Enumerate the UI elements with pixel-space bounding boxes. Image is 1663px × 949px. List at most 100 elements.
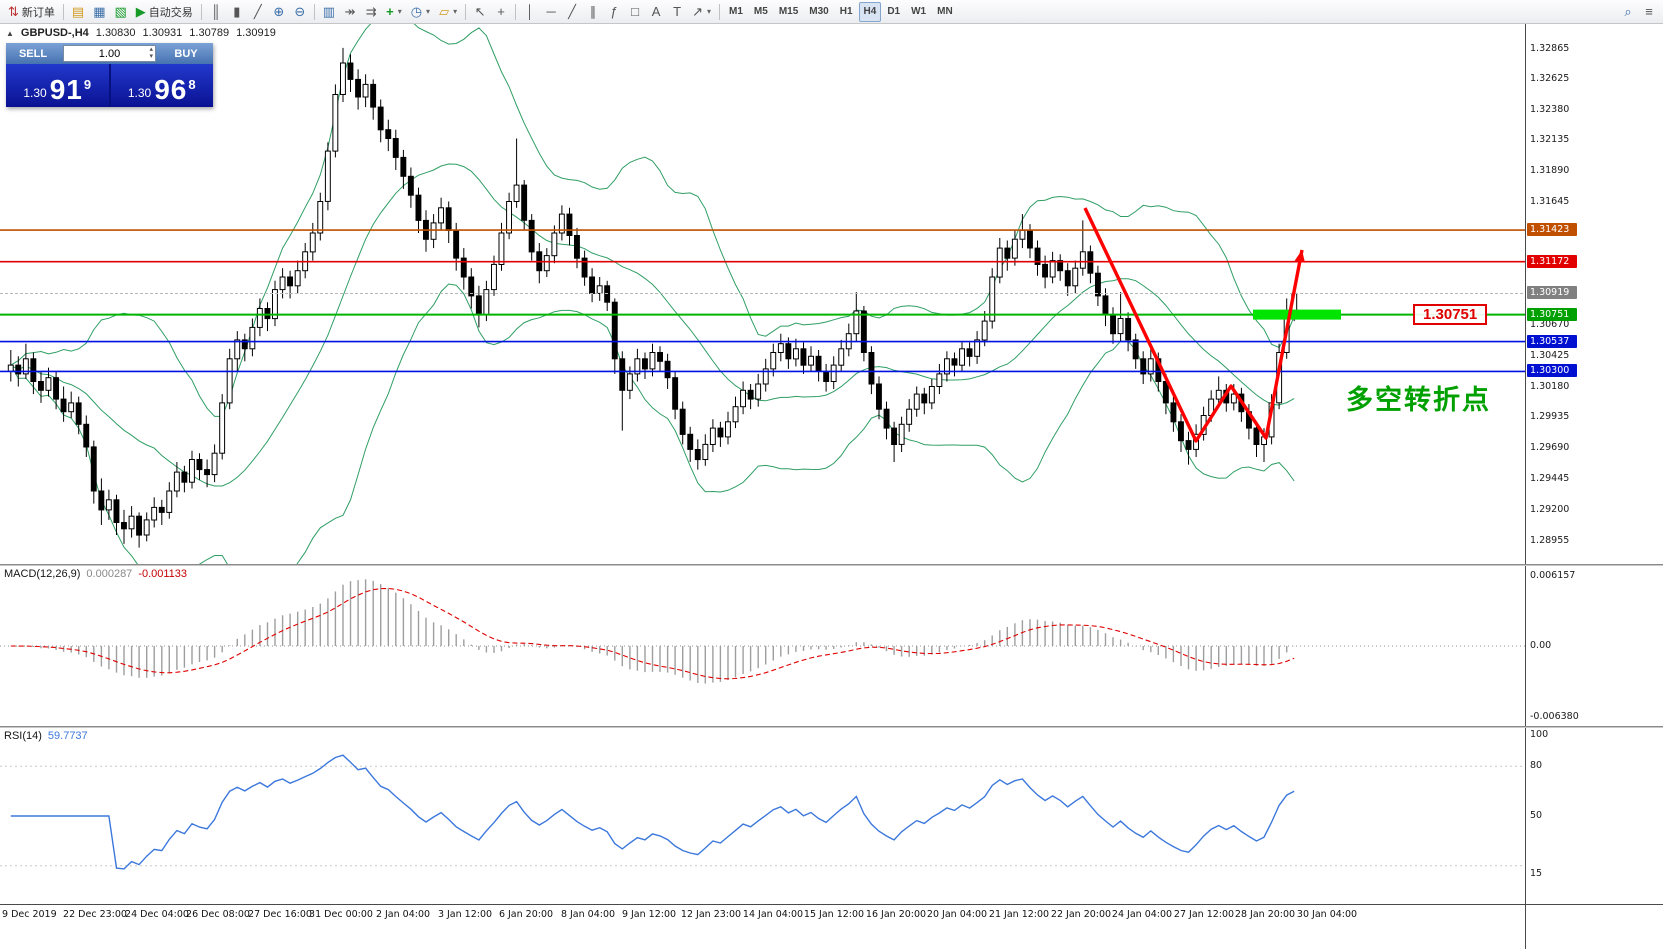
time-label: 16 Jan 20:00: [865, 909, 927, 920]
timeframe-d1-button[interactable]: D1: [887, 6, 901, 17]
macd-tick: -0.006380: [1530, 711, 1579, 722]
autotrading-button[interactable]: ▶ 自动交易: [132, 2, 197, 22]
vertical-line-button[interactable]: │: [520, 2, 540, 22]
price-tick: 1.30670: [1530, 319, 1570, 330]
templates-button[interactable]: ▱ ▾: [435, 2, 461, 22]
panel-splitter[interactable]: [0, 564, 1663, 566]
price-tick: 1.30425: [1530, 350, 1570, 361]
red-zigzag-arrow: [1083, 207, 1304, 443]
auto-scroll-button[interactable]: ↠: [340, 2, 360, 22]
time-label: 15 Jan 12:00: [803, 909, 865, 920]
rsi-axis[interactable]: 100 80 50 15: [1525, 728, 1663, 904]
price-level-badge: 1.30919: [1527, 286, 1577, 299]
menu-icon: ≡: [1645, 4, 1653, 19]
volume-field[interactable]: 1.00 ▴ ▾: [63, 45, 156, 62]
main-price-axis[interactable]: 1.32865 1.32625 1.32380 1.32135 1.31890 1.316…: [1525, 24, 1663, 564]
market-watch-icon: ▤: [71, 4, 85, 19]
horizontal-line-icon: ─: [546, 4, 556, 19]
spinner-up-icon[interactable]: ▴: [149, 46, 153, 53]
price-tick: 1.32380: [1530, 104, 1570, 115]
timeframe-h1-button[interactable]: H1: [839, 6, 853, 17]
trendline-icon: ╱: [568, 4, 576, 19]
sell-price-button[interactable]: 1.30 91 9: [6, 64, 109, 107]
time-label: 22 Dec 23:00: [63, 909, 127, 920]
low-value: 1.30789: [189, 27, 230, 39]
horizontal-line-button[interactable]: ─: [541, 2, 561, 22]
timeframe-m30-button[interactable]: M30: [809, 6, 829, 17]
time-label: 6 Jan 20:00: [498, 909, 554, 920]
macd-tick: 0.006157: [1530, 570, 1576, 581]
menu-button[interactable]: ≡: [1639, 2, 1659, 22]
symbol-period-label: GBPUSD-,H4: [20, 27, 89, 39]
indicators-plus-icon: +: [386, 4, 394, 19]
green-zone-rect: [1253, 309, 1341, 320]
line-chart-icon: ╱: [253, 4, 262, 19]
timeframe-m15-button[interactable]: M15: [778, 6, 799, 17]
rsi-plot: RSI(14) 59.7737: [0, 728, 1525, 904]
sell-button[interactable]: SELL: [18, 47, 48, 60]
panel-splitter[interactable]: [0, 726, 1663, 728]
close-value: 1.30919: [236, 27, 276, 39]
rsi-chart-svg[interactable]: [0, 728, 1525, 904]
macd-panel: MACD(12,26,9) 0.000287 -0.001133 0.00615…: [0, 566, 1663, 726]
macd-chart-svg[interactable]: [0, 566, 1525, 726]
buy-button[interactable]: BUY: [174, 47, 198, 60]
periods-button[interactable]: ◷ ▾: [407, 2, 434, 22]
timeframe-m1-button[interactable]: M1: [729, 6, 743, 17]
spinner-down-icon[interactable]: ▾: [149, 53, 153, 61]
buy-price-pipette: 8: [188, 77, 196, 92]
zoom-in-icon: ⊕: [273, 4, 285, 19]
price-level-badge: 1.30537: [1527, 335, 1577, 348]
search-button[interactable]: ⌕: [1618, 2, 1638, 22]
rsi-tick: 15: [1530, 868, 1543, 879]
volume-spinner[interactable]: ▴ ▾: [149, 46, 153, 61]
navigator-button[interactable]: ▧: [111, 2, 131, 22]
chart-shift-button[interactable]: ⇉: [361, 2, 381, 22]
channel-button[interactable]: ∥: [583, 2, 603, 22]
price-tick: 1.31890: [1530, 165, 1570, 176]
crosshair-button[interactable]: +: [491, 2, 511, 22]
toolbar-separator: [465, 3, 467, 20]
new-order-button[interactable]: ⇅ 新订单: [4, 2, 59, 22]
timeframe-mn-button[interactable]: MN: [937, 6, 953, 17]
macd-signal-line: [10, 587, 1295, 680]
rsi-value: 59.7737: [47, 730, 88, 742]
indicators-button[interactable]: + ▾: [382, 2, 406, 22]
time-axis[interactable]: 9 Dec 2019 22 Dec 23:00 24 Dec 04:00 26 Dec…: [0, 905, 1525, 949]
text-tool-button[interactable]: A: [646, 2, 666, 22]
main-chart-panel: ▲ GBPUSD-,H4 1.30830 1.30931 1.30789 1.3…: [0, 24, 1663, 564]
macd-axis[interactable]: 0.006157 0.00 -0.006380: [1525, 566, 1663, 726]
timeframe-m5-button[interactable]: M5: [753, 6, 768, 17]
toolbar-separator: [62, 3, 64, 20]
time-axis-corner: [1525, 905, 1663, 949]
timeframe-h4-button[interactable]: H4: [858, 1, 882, 22]
price-tick: 1.30180: [1530, 381, 1570, 392]
zoom-in-button[interactable]: ⊕: [269, 2, 289, 22]
cursor-button[interactable]: ↖: [470, 2, 490, 22]
fibonacci-button[interactable]: ƒ: [604, 2, 624, 22]
bar-chart-button[interactable]: ║: [206, 2, 226, 22]
label-tool-button[interactable]: T: [667, 2, 687, 22]
rsi-panel: RSI(14) 59.7737 100 80 50 15: [0, 728, 1663, 904]
arrows-tool-button[interactable]: ↗ ▾: [688, 2, 715, 22]
zoom-out-button[interactable]: ⊖: [290, 2, 310, 22]
tile-windows-button[interactable]: ▥: [319, 2, 339, 22]
one-click-header: SELL 1.00 ▴ ▾ BUY: [6, 43, 213, 64]
data-window-button[interactable]: ▦: [89, 2, 109, 22]
chart-annotations: [1083, 207, 1341, 443]
volume-value: 1.00: [98, 47, 121, 60]
clock-icon: ◷: [410, 4, 423, 19]
candlestick-chart-button[interactable]: ▮: [227, 2, 247, 22]
timeframe-w1-button[interactable]: W1: [911, 6, 927, 17]
line-chart-button[interactable]: ╱: [248, 2, 268, 22]
search-icon: ⌕: [1624, 4, 1632, 19]
market-watch-button[interactable]: ▤: [68, 2, 88, 22]
buy-price-button[interactable]: 1.30 96 8: [110, 64, 213, 107]
candles-group: [7, 47, 1298, 548]
macd-plot: MACD(12,26,9) 0.000287 -0.001133: [0, 566, 1525, 726]
main-chart-svg[interactable]: [0, 24, 1525, 564]
price-level-label[interactable]: 1.30751: [1413, 304, 1488, 325]
shapes-button[interactable]: □: [625, 2, 645, 22]
price-tick: 1.29445: [1530, 473, 1570, 484]
trendline-button[interactable]: ╱: [562, 2, 582, 22]
